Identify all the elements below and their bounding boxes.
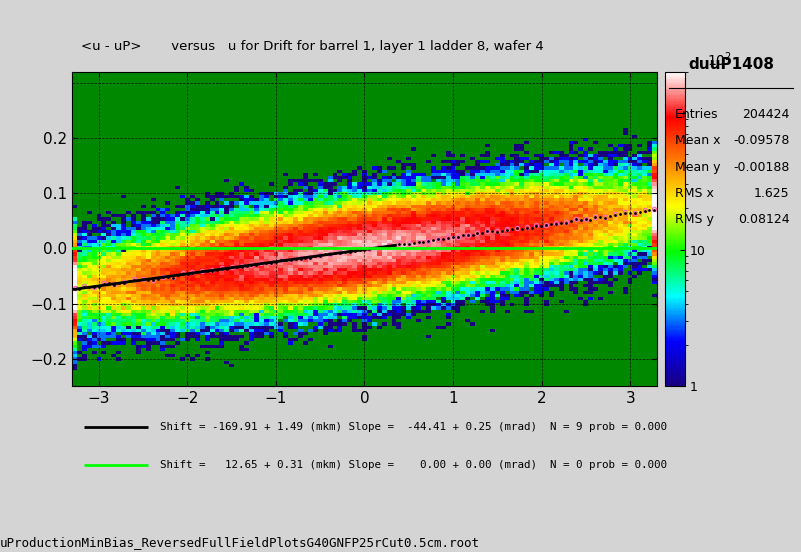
Text: Mean y: Mean y — [675, 161, 721, 173]
Text: Mean x: Mean x — [675, 134, 721, 147]
Text: <u - uP>       versus   u for Drift for barrel 1, layer 1 ladder 8, wafer 4: <u - uP> versus u for Drift for barrel 1… — [81, 40, 544, 53]
Text: Shift =   12.65 + 0.31 (mkm) Slope =    0.00 + 0.00 (mrad)  N = 0 prob = 0.000: Shift = 12.65 + 0.31 (mkm) Slope = 0.00 … — [159, 460, 666, 470]
Text: RMS x: RMS x — [675, 187, 714, 200]
Text: -0.00188: -0.00188 — [733, 161, 789, 173]
Text: RMS y: RMS y — [675, 213, 714, 226]
Text: Shift = -169.91 + 1.49 (mkm) Slope =  -44.41 + 0.25 (mrad)  N = 9 prob = 0.000: Shift = -169.91 + 1.49 (mkm) Slope = -44… — [159, 422, 666, 432]
Text: 10$^2$: 10$^2$ — [707, 50, 732, 69]
Text: uProductionMinBias_ReversedFullFieldPlotsG40GNFP25rCut0.5cm.root: uProductionMinBias_ReversedFullFieldPlot… — [0, 536, 480, 549]
Text: 204424: 204424 — [742, 108, 789, 121]
Text: duuP1408: duuP1408 — [688, 57, 774, 72]
Text: 1.625: 1.625 — [754, 187, 789, 200]
Text: Entries: Entries — [675, 108, 718, 121]
Text: -0.09578: -0.09578 — [733, 134, 789, 147]
Text: 0.08124: 0.08124 — [738, 213, 789, 226]
